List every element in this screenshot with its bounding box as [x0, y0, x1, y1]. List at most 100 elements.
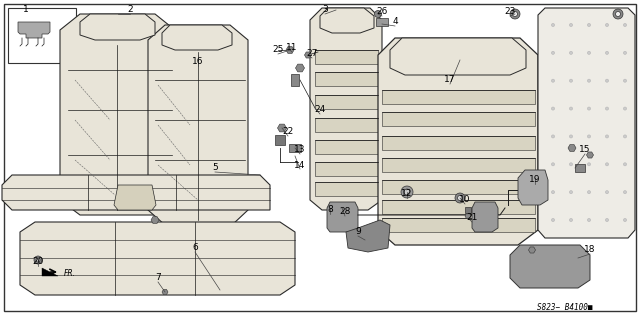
- Polygon shape: [390, 38, 526, 75]
- Text: 9: 9: [355, 227, 361, 237]
- Text: 20: 20: [32, 257, 44, 266]
- Polygon shape: [42, 268, 58, 276]
- Text: 26: 26: [376, 8, 388, 16]
- Circle shape: [570, 79, 573, 82]
- Circle shape: [605, 79, 609, 82]
- Polygon shape: [315, 95, 378, 109]
- Circle shape: [605, 107, 609, 110]
- Text: 21: 21: [467, 214, 477, 222]
- Circle shape: [605, 191, 609, 194]
- Circle shape: [605, 219, 609, 221]
- Circle shape: [570, 135, 573, 138]
- Text: 10: 10: [460, 196, 471, 204]
- Circle shape: [605, 51, 609, 54]
- Text: 19: 19: [529, 175, 541, 185]
- Polygon shape: [310, 8, 382, 210]
- Polygon shape: [148, 25, 248, 225]
- Polygon shape: [305, 52, 312, 58]
- Polygon shape: [315, 140, 378, 154]
- Bar: [575, 164, 585, 172]
- Circle shape: [513, 12, 518, 16]
- Polygon shape: [346, 220, 390, 252]
- Circle shape: [570, 24, 573, 26]
- Circle shape: [623, 51, 627, 54]
- Polygon shape: [382, 112, 535, 126]
- Circle shape: [401, 186, 413, 198]
- Circle shape: [552, 79, 554, 82]
- Polygon shape: [529, 247, 536, 253]
- Polygon shape: [568, 145, 576, 152]
- Circle shape: [552, 135, 554, 138]
- Text: 1: 1: [23, 5, 29, 14]
- Bar: [291, 74, 299, 86]
- Polygon shape: [382, 158, 535, 172]
- Text: 12: 12: [401, 190, 413, 198]
- Circle shape: [570, 219, 573, 221]
- Polygon shape: [315, 50, 378, 64]
- Polygon shape: [382, 218, 535, 232]
- Text: 22: 22: [282, 128, 294, 136]
- Circle shape: [570, 163, 573, 166]
- Circle shape: [588, 219, 591, 221]
- Text: 28: 28: [339, 208, 351, 216]
- Circle shape: [552, 191, 554, 194]
- Circle shape: [623, 191, 627, 194]
- Circle shape: [605, 163, 609, 166]
- Text: 2: 2: [127, 5, 133, 14]
- Circle shape: [588, 24, 591, 26]
- Circle shape: [588, 79, 591, 82]
- Bar: [275, 135, 285, 145]
- Text: 6: 6: [192, 243, 198, 253]
- Polygon shape: [320, 8, 374, 33]
- Polygon shape: [114, 185, 156, 210]
- Polygon shape: [20, 222, 295, 295]
- Text: 27: 27: [307, 49, 317, 59]
- Bar: [289, 144, 301, 152]
- Polygon shape: [60, 14, 175, 215]
- Circle shape: [510, 9, 520, 19]
- Text: 25: 25: [272, 45, 284, 54]
- Polygon shape: [472, 202, 498, 232]
- Text: 13: 13: [294, 146, 306, 154]
- Text: 7: 7: [155, 273, 161, 283]
- Circle shape: [36, 258, 40, 262]
- Polygon shape: [327, 202, 358, 232]
- Circle shape: [552, 219, 554, 221]
- Polygon shape: [162, 25, 232, 50]
- Circle shape: [588, 163, 591, 166]
- Text: 16: 16: [192, 58, 204, 66]
- Circle shape: [588, 107, 591, 110]
- Text: 17: 17: [444, 76, 456, 84]
- Circle shape: [623, 219, 627, 221]
- Circle shape: [623, 107, 627, 110]
- Polygon shape: [518, 170, 548, 205]
- Polygon shape: [586, 152, 593, 158]
- Circle shape: [588, 191, 591, 194]
- Circle shape: [623, 24, 627, 26]
- Text: 5: 5: [212, 163, 218, 173]
- Circle shape: [623, 79, 627, 82]
- Text: FR.: FR.: [64, 268, 76, 278]
- Circle shape: [623, 163, 627, 166]
- Polygon shape: [538, 8, 635, 238]
- Bar: [465, 207, 471, 213]
- Text: 15: 15: [579, 146, 591, 154]
- Circle shape: [404, 189, 410, 195]
- Text: 11: 11: [286, 43, 298, 53]
- Text: S823− B4100■: S823− B4100■: [537, 303, 593, 312]
- Circle shape: [552, 107, 554, 110]
- Circle shape: [616, 12, 621, 16]
- Circle shape: [552, 51, 554, 54]
- Circle shape: [613, 9, 623, 19]
- Circle shape: [552, 163, 554, 166]
- Bar: [376, 18, 388, 26]
- Text: 8: 8: [327, 205, 333, 215]
- Polygon shape: [296, 64, 305, 72]
- Text: 14: 14: [294, 161, 306, 169]
- Polygon shape: [382, 136, 535, 150]
- Circle shape: [34, 256, 42, 264]
- Polygon shape: [315, 182, 378, 196]
- Circle shape: [570, 107, 573, 110]
- Circle shape: [605, 135, 609, 138]
- Circle shape: [570, 51, 573, 54]
